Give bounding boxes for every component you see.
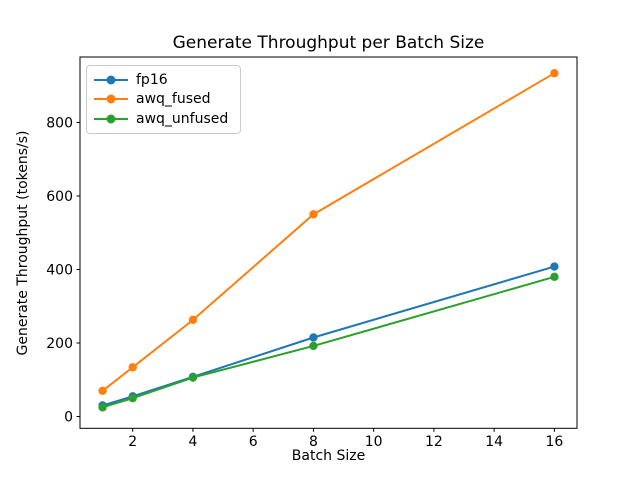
series-point-awq_unfused: [550, 272, 559, 282]
x-tick-label: 10: [365, 434, 383, 450]
x-axis-label: Batch Size: [291, 448, 366, 464]
legend-label: awq_unfused: [136, 110, 229, 127]
series-point-awq_fused: [550, 68, 559, 78]
legend-label: awq_fused: [136, 91, 211, 108]
plot-spines: [79, 56, 578, 429]
circle-marker-icon: [106, 75, 116, 85]
line-marker-icon: [94, 94, 128, 104]
x-tick-label: 2: [128, 434, 137, 450]
legend-item-awq-fused: awq_fused: [94, 90, 228, 110]
series-point-fp16: [550, 262, 559, 271]
line-marker-icon: [94, 75, 128, 85]
x-tick-label: 4: [188, 434, 197, 450]
legend-item-fp16: fp16: [94, 70, 228, 90]
y-tick-label: 400: [46, 262, 73, 278]
y-tick-label: 800: [46, 115, 73, 131]
x-tick-label: 6: [249, 434, 258, 450]
legend-item-awq-unfused: awq_unfused: [94, 109, 228, 129]
y-axis-label: Generate Throughput (tokens/s): [15, 130, 31, 356]
series-point-awq_unfused: [98, 403, 107, 412]
circle-marker-icon: [106, 114, 116, 124]
series-point-awq_fused: [128, 363, 137, 372]
series-point-awq_unfused: [128, 393, 137, 403]
series-point-awq_fused: [188, 315, 198, 325]
series-point-awq_fused: [309, 210, 318, 219]
x-tick-label: 14: [485, 434, 503, 450]
x-tick-label: 8: [309, 434, 318, 450]
legend: fp16 awq_fused awq_unfused: [86, 65, 242, 134]
chart-title: Generate Throughput per Batch Size: [172, 33, 485, 53]
series-point-awq_unfused: [188, 373, 198, 382]
y-tick-label: 0: [64, 410, 73, 426]
series-point-awq_unfused: [309, 341, 318, 351]
legend-label: fp16: [136, 71, 168, 88]
y-tick-label: 600: [46, 189, 73, 205]
line-marker-icon: [94, 114, 128, 124]
y-tick-label: 200: [46, 336, 73, 352]
x-tick-label: 12: [425, 434, 443, 450]
circle-marker-icon: [106, 94, 116, 104]
series-point-awq_fused: [98, 386, 107, 396]
series-line-awq_unfused: [101, 275, 556, 409]
series-point-fp16: [309, 333, 318, 342]
x-tick-label: 16: [545, 434, 563, 450]
